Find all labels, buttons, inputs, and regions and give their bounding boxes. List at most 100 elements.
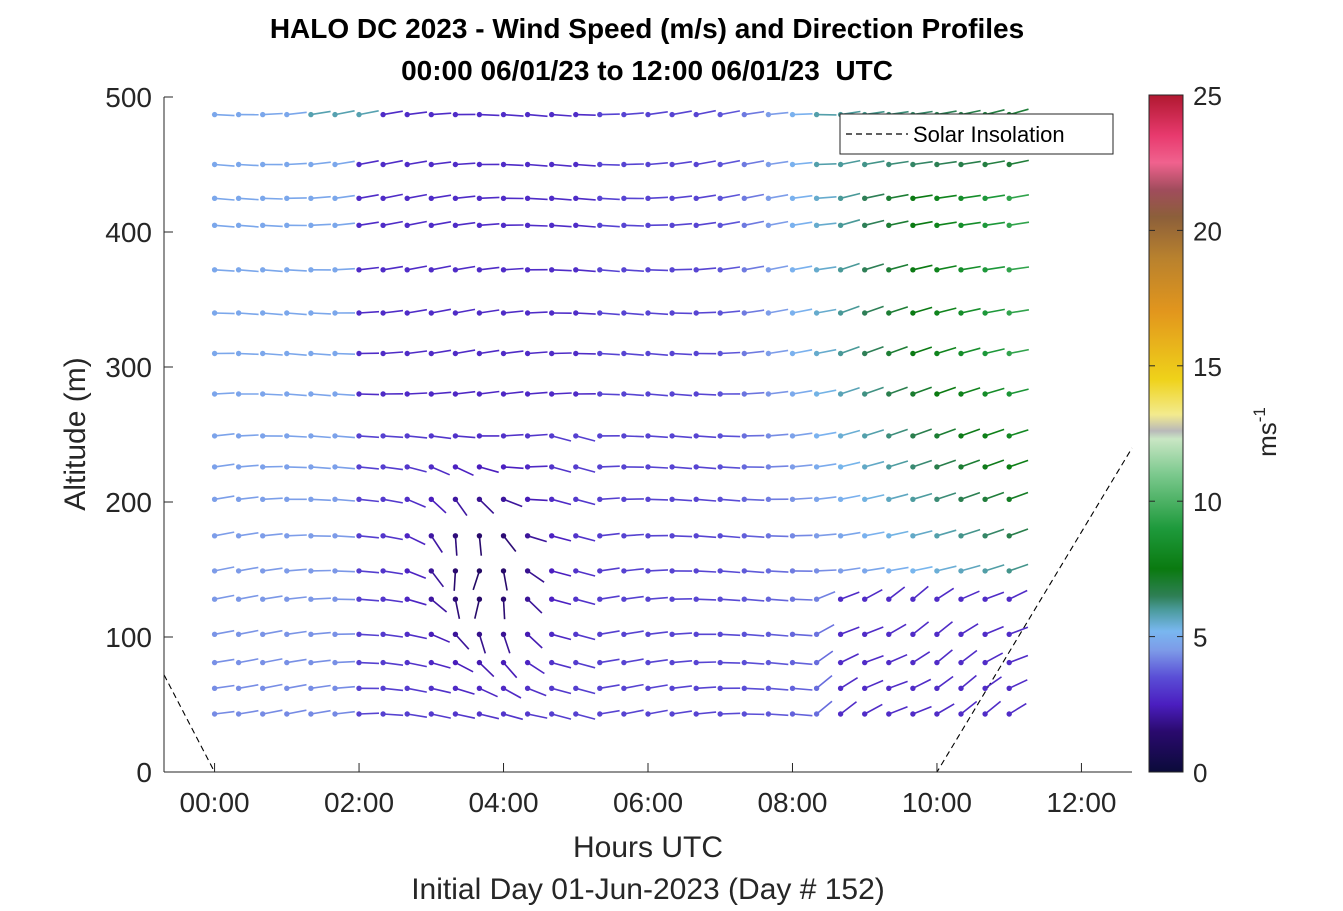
- wind-barb-point: [765, 496, 772, 502]
- wind-barb-point: [934, 391, 940, 397]
- wind-barb-point: [837, 496, 844, 502]
- wind-barb-shaft: [551, 687, 572, 695]
- wind-barb-point: [982, 496, 988, 502]
- wind-barb-point: [717, 310, 723, 316]
- wind-barb-point: [476, 433, 483, 439]
- wind-barb-shaft: [960, 428, 981, 437]
- wind-barb-shaft: [936, 675, 954, 689]
- wind-barb-point: [741, 685, 747, 691]
- wind-barb-shaft: [1008, 459, 1029, 468]
- wind-barb-point: [765, 596, 772, 602]
- wind-barb-point: [693, 596, 699, 602]
- wind-barb-shaft: [358, 221, 379, 227]
- wind-barb-point: [982, 464, 988, 470]
- wind-barb-shaft: [1008, 626, 1029, 636]
- wind-barb-shaft: [455, 162, 476, 166]
- wind-barb-point: [645, 195, 651, 201]
- wind-barb-point: [910, 711, 916, 717]
- wind-barb-point: [789, 433, 796, 439]
- wind-barb-point: [669, 685, 675, 691]
- wind-barb-shaft: [575, 312, 596, 315]
- wind-barb-point: [356, 685, 362, 691]
- wind-barb-point: [1006, 711, 1012, 717]
- wind-barb-point: [862, 391, 868, 397]
- wind-barb-point: [356, 659, 362, 666]
- wind-barb-point: [862, 222, 868, 228]
- wind-barb-point: [260, 711, 266, 717]
- wind-barb-point: [669, 464, 675, 470]
- wind-barb-point: [886, 310, 892, 316]
- wind-barb-shaft: [816, 569, 837, 572]
- wind-barb-shaft: [455, 195, 476, 200]
- wind-barb-shaft: [358, 266, 379, 271]
- wind-barb-shaft: [599, 532, 620, 537]
- wind-barb-shaft: [286, 269, 307, 272]
- wind-barb-point: [235, 111, 242, 118]
- wind-barb-point: [404, 267, 410, 273]
- wind-barb-point: [524, 161, 531, 168]
- wind-barb-shaft: [551, 570, 572, 577]
- wind-barb-point: [1006, 464, 1012, 470]
- wind-barb-shaft: [696, 535, 717, 539]
- wind-barb-shaft: [792, 713, 813, 717]
- wind-barb-shaft: [960, 491, 981, 501]
- wind-barb-point: [741, 631, 747, 637]
- wind-barb-point: [693, 496, 699, 502]
- wind-barb-point: [211, 631, 218, 637]
- wind-barb-point: [645, 685, 651, 691]
- wind-barb-shaft: [888, 220, 909, 227]
- wind-barb-point: [211, 391, 218, 397]
- wind-barb-point: [597, 533, 603, 539]
- wind-barb-point: [693, 310, 699, 316]
- wind-barb-shaft: [503, 466, 524, 470]
- wind-barb-shaft: [527, 498, 548, 502]
- wind-barb-shaft: [696, 435, 717, 439]
- wind-barb-shaft: [430, 535, 443, 553]
- wind-barb-shaft: [623, 435, 644, 438]
- wind-barb-shaft: [816, 650, 834, 664]
- wind-barb-shaft: [286, 709, 307, 715]
- wind-barb-point: [789, 496, 796, 502]
- wind-barb-point: [356, 391, 362, 397]
- wind-barb-shaft: [286, 393, 307, 397]
- wind-barb-shaft: [214, 594, 235, 600]
- wind-barb-point: [1006, 350, 1012, 357]
- wind-barb-shaft: [262, 112, 283, 116]
- wind-barb-point: [549, 496, 555, 502]
- wind-barb-shaft: [647, 684, 668, 690]
- wind-barb-point: [741, 111, 747, 118]
- wind-barb-point: [428, 267, 434, 273]
- wind-barb-shaft: [599, 224, 620, 228]
- wind-barb-point: [813, 161, 820, 168]
- wind-barb-shaft: [672, 268, 693, 271]
- wind-barb-shaft: [406, 498, 426, 508]
- wind-barb-shaft: [334, 393, 355, 397]
- wind-barb-shaft: [792, 308, 813, 314]
- wind-barb-point: [428, 596, 434, 602]
- wind-barb-shaft: [960, 194, 981, 200]
- wind-barb-point: [717, 195, 723, 201]
- wind-barb-point: [669, 161, 675, 168]
- wind-barb-shaft: [744, 633, 765, 637]
- wind-barb-point: [260, 350, 266, 357]
- wind-barb-shaft: [936, 194, 957, 200]
- wind-barb-shaft: [310, 312, 331, 315]
- wind-barb-shaft: [527, 713, 548, 719]
- wind-barb-shaft: [912, 492, 933, 501]
- wind-barb-shaft: [960, 623, 979, 635]
- wind-barb-point: [500, 310, 507, 316]
- wind-barb-shaft: [984, 564, 1005, 572]
- wind-barb-point: [982, 391, 988, 397]
- wind-barb-point: [380, 496, 386, 502]
- wind-barb-point: [549, 464, 555, 470]
- wind-barb-point: [428, 161, 434, 168]
- wind-barb-shaft: [744, 570, 765, 574]
- wind-barb-point: [573, 568, 579, 574]
- wind-barb-point: [910, 596, 916, 602]
- wind-barb-shaft: [720, 535, 741, 539]
- wind-barb-shaft: [599, 497, 620, 501]
- wind-barb-shaft: [238, 269, 259, 273]
- wind-barb-shaft: [1008, 429, 1029, 437]
- wind-barb-point: [284, 350, 290, 357]
- wind-barb-point: [597, 433, 603, 439]
